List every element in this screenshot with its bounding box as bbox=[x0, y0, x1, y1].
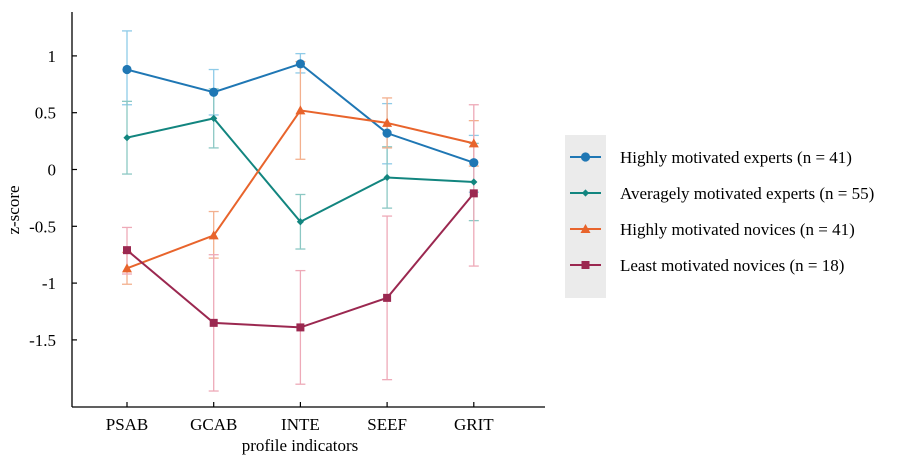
legend-entry-4: Least motivated novices (n = 18) bbox=[570, 256, 844, 275]
series-4-point-seef bbox=[383, 293, 392, 302]
series-3-point-seef bbox=[382, 117, 393, 127]
legend-marker bbox=[581, 261, 590, 269]
series-2-point-psab bbox=[123, 134, 131, 142]
series-1-point-gcab bbox=[209, 87, 219, 97]
legend-label: Least motivated novices (n = 18) bbox=[620, 256, 844, 275]
y-tick-label: -0.5 bbox=[29, 217, 56, 236]
x-axis-title: profile indicators bbox=[242, 436, 359, 455]
x-axis-ticks: PSAB GCAB INTE SEEF GRIT bbox=[106, 402, 494, 434]
legend-marker bbox=[580, 152, 591, 162]
series-4-point-inte bbox=[296, 323, 305, 332]
series-1-point-inte bbox=[295, 59, 305, 69]
legend-label: Averagely motivated experts (n = 55) bbox=[620, 184, 874, 203]
series-2-point-seef bbox=[383, 173, 391, 182]
legend: Highly motivated experts (n = 41) Average… bbox=[570, 148, 874, 275]
legend-label: Highly motivated experts (n = 41) bbox=[620, 148, 852, 167]
y-tick-label: -1 bbox=[42, 274, 56, 293]
legend-marker bbox=[580, 224, 591, 233]
legend-marker bbox=[581, 189, 590, 197]
legend-box bbox=[565, 135, 606, 298]
x-tick-label-inte: INTE bbox=[281, 415, 320, 434]
series-2-point-inte bbox=[296, 218, 304, 226]
legend-label: Highly motivated novices (n = 41) bbox=[620, 220, 855, 239]
series-2-point-gcab bbox=[210, 114, 218, 122]
y-tick-label: 0.5 bbox=[35, 104, 56, 123]
error-bars bbox=[122, 30, 479, 392]
legend-entry-1: Highly motivated experts (n = 41) bbox=[570, 148, 852, 167]
series-4-point-gcab bbox=[209, 318, 218, 327]
series-2-point-grit bbox=[470, 178, 478, 186]
x-tick-label-psab: PSAB bbox=[106, 415, 149, 434]
x-tick-label-gcab: GCAB bbox=[190, 415, 237, 434]
series-3-point-gcab bbox=[208, 230, 219, 240]
series-markers bbox=[122, 59, 479, 332]
y-axis-ticks: 1 0.5 0 -0.5 -1 -1.5 bbox=[29, 47, 77, 350]
x-tick-label-seef: SEEF bbox=[367, 415, 407, 434]
y-tick-label: -1.5 bbox=[29, 331, 56, 350]
y-axis-title: z-score bbox=[4, 185, 23, 234]
series-4-point-grit bbox=[469, 189, 478, 198]
series-1-point-psab bbox=[122, 64, 132, 75]
x-tick-label-grit: GRIT bbox=[454, 415, 494, 434]
series-3-point-inte bbox=[295, 105, 306, 115]
y-tick-label: 1 bbox=[48, 47, 57, 66]
series-1-point-seef bbox=[382, 128, 392, 138]
series-3-point-psab bbox=[122, 263, 132, 273]
series-4-point-psab bbox=[123, 246, 131, 255]
y-tick-label: 0 bbox=[48, 161, 57, 180]
series-3-point-grit bbox=[468, 138, 479, 148]
series-1-point-grit bbox=[469, 158, 479, 168]
legend-entry-3: Highly motivated novices (n = 41) bbox=[570, 220, 855, 239]
legend-entry-2: Averagely motivated experts (n = 55) bbox=[570, 184, 874, 203]
